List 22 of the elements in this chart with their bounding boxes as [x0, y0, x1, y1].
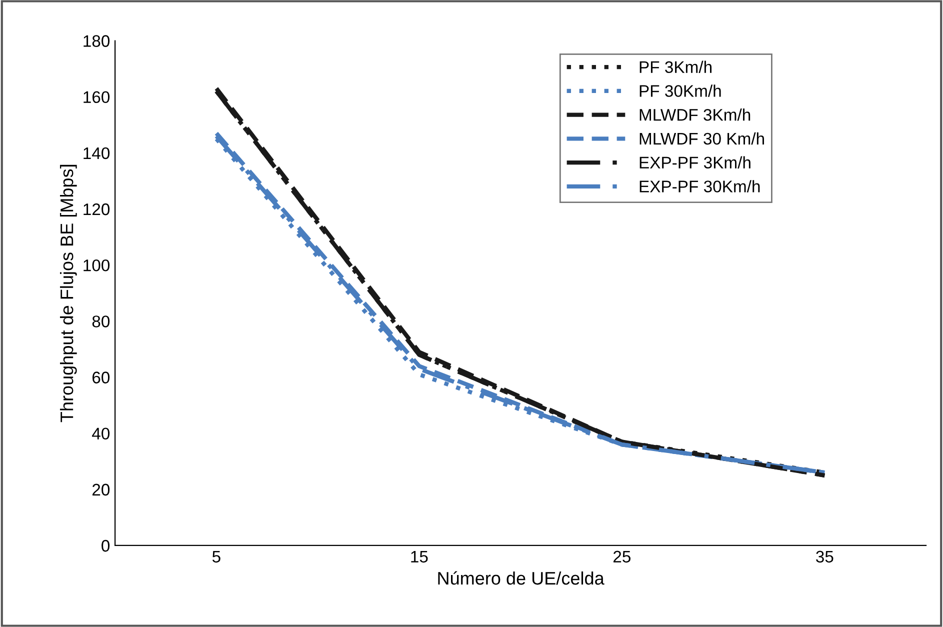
- x-axis-title: Número de UE/celda: [438, 571, 604, 585]
- x-tick-label: 5: [212, 550, 220, 563]
- y-tick-label: 140: [84, 147, 110, 160]
- legend-label: MLWDF 3Km/h: [640, 108, 750, 121]
- x-tick-label: 25: [613, 550, 630, 563]
- y-tick-label: 40: [92, 428, 110, 440]
- y-tick-label: 80: [92, 316, 110, 328]
- x-tick-label: 15: [411, 550, 428, 563]
- y-tick-label: 100: [84, 259, 110, 272]
- y-tick-label: 120: [84, 203, 110, 216]
- x-tick-label: 35: [816, 550, 834, 563]
- legend-label: EXP-PF 3Km/h: [640, 156, 750, 169]
- y-tick-label: 60: [92, 372, 110, 384]
- y-tick-label: 180: [84, 35, 110, 47]
- legend-label: EXP-PF 30Km/h: [640, 180, 760, 192]
- y-tick-label: 20: [92, 484, 110, 496]
- legend-label: PF 30Km/h: [640, 84, 721, 97]
- y-tick-label: 160: [84, 91, 110, 104]
- legend-label: PF 3Km/h: [640, 60, 712, 74]
- y-tick-label: 0: [102, 540, 110, 552]
- legend-label: MLWDF 30 Km/h: [640, 132, 764, 145]
- y-axis-title: Throughput de Flujos BE [Mbps]: [60, 164, 77, 422]
